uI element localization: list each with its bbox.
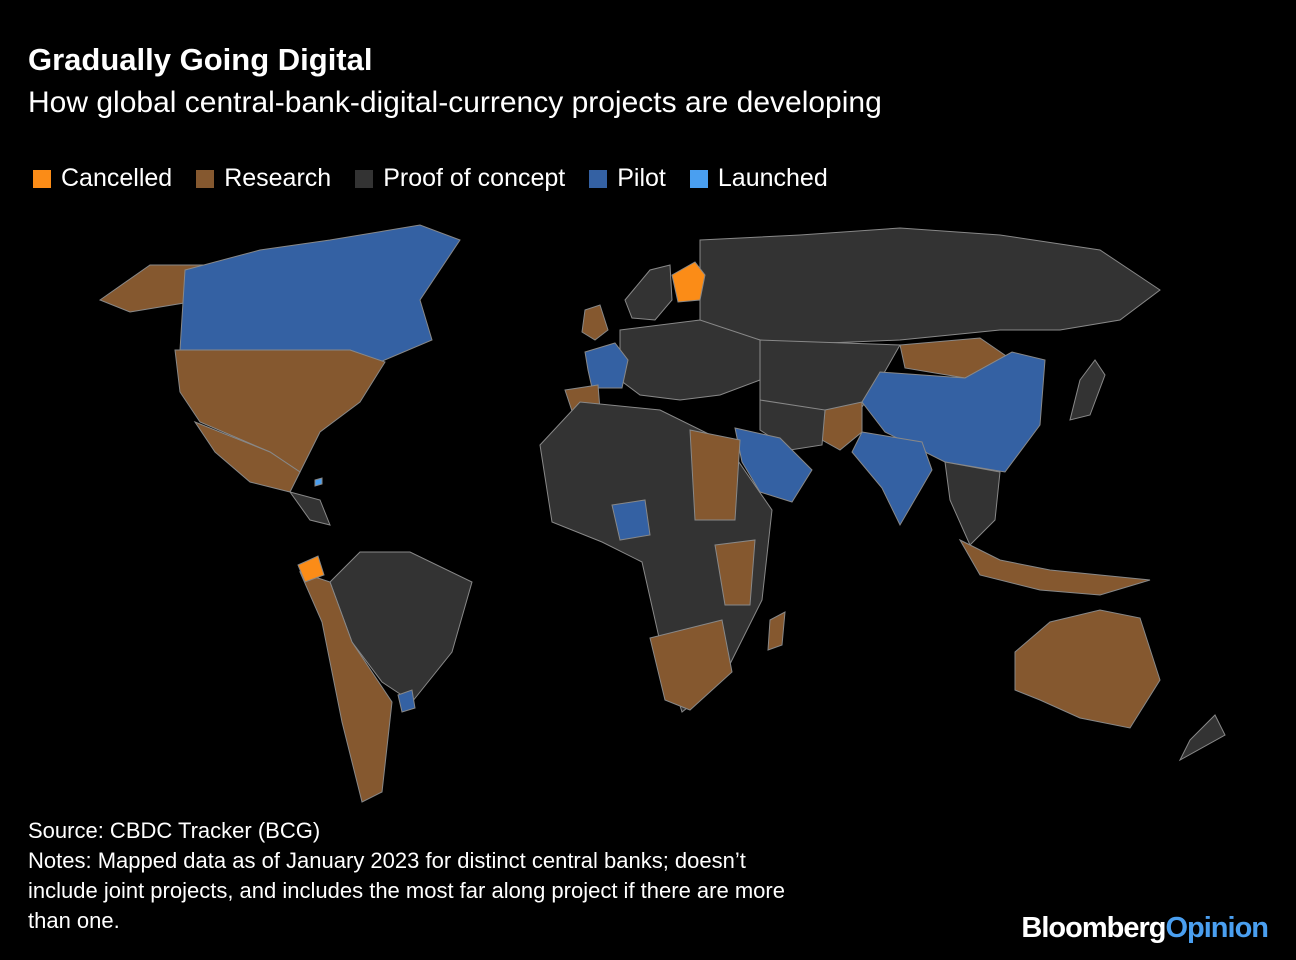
legend-swatch [689, 169, 708, 188]
france [584, 342, 629, 389]
note-line: Notes: Mapped data as of January 2023 fo… [28, 848, 746, 873]
madagascar [767, 611, 786, 651]
canada [179, 224, 461, 363]
legend-label: Proof of concept [383, 164, 566, 192]
ecuador [297, 555, 325, 583]
legend-item: Cancelled [33, 164, 172, 193]
footer: Source: CBDC Tracker (BCG) Notes: Mapped… [28, 816, 785, 936]
legend-label: Pilot [617, 164, 666, 192]
usa [174, 349, 386, 473]
pakistan [821, 401, 863, 451]
japan [1069, 359, 1106, 421]
logo-opinion: Opinion [1165, 912, 1269, 944]
legend-item: Research [196, 164, 331, 193]
legend-item: Launched [689, 164, 828, 193]
legend-swatch [33, 169, 51, 188]
australia [1014, 609, 1161, 729]
source: Source: CBDC Tracker (BCG) [28, 818, 321, 843]
new-zealand [1178, 714, 1226, 762]
europe [619, 319, 761, 401]
legend-swatch [355, 169, 374, 188]
nigeria [611, 499, 651, 541]
russia [699, 227, 1161, 346]
note-line: than one. [28, 908, 120, 933]
legend-item: Proof of concept [355, 164, 565, 193]
southeast-asia [944, 461, 1001, 546]
legend-item: Pilot [589, 164, 666, 193]
subtitle: How global central-bank-digital-currency… [28, 86, 882, 119]
legend-swatch [196, 169, 215, 188]
brazil [329, 551, 473, 703]
logo-bloomberg: Bloomberg [1021, 912, 1166, 944]
andes [299, 571, 393, 803]
southern-africa [649, 619, 733, 711]
bahamas [314, 477, 323, 487]
scandinavia [624, 264, 673, 321]
saudi-arabia [734, 427, 813, 503]
title: Gradually Going Digital [28, 42, 373, 77]
legend-label: Research [224, 164, 332, 192]
uk [581, 304, 609, 341]
legend-label: Launched [717, 164, 828, 192]
finland [671, 261, 706, 303]
indonesia [958, 538, 1151, 596]
legend: Cancelled Research Proof of concept Pilot La… [33, 164, 828, 193]
legend-label: Cancelled [61, 164, 173, 192]
legend-swatch [589, 169, 608, 188]
india [851, 431, 933, 527]
central-america [288, 491, 331, 526]
logo: BloombergOpinion [1021, 912, 1269, 945]
note-line: include joint projects, and includes the… [28, 878, 785, 903]
east-africa [714, 539, 756, 606]
uruguay [397, 689, 416, 713]
egypt-sudan [689, 429, 741, 521]
